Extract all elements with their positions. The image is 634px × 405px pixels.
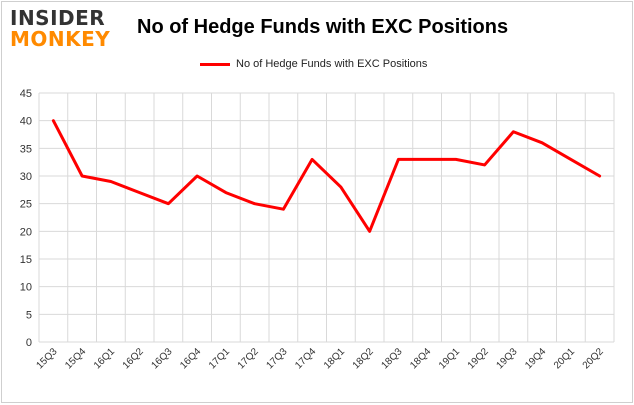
x-tick-label: 18Q3 [379, 346, 404, 371]
x-tick-label: 17Q3 [264, 346, 289, 371]
y-tick-label: 40 [20, 116, 32, 128]
y-tick-label: 20 [20, 226, 32, 238]
x-tick-label: 19Q2 [466, 346, 491, 371]
y-tick-label: 25 [20, 199, 32, 211]
x-tick-label: 17Q1 [207, 346, 232, 371]
x-tick-label: 20Q2 [581, 346, 606, 371]
x-tick-label: 17Q4 [293, 346, 318, 371]
y-tick-label: 15 [20, 254, 32, 266]
x-tick-label: 16Q3 [149, 346, 174, 371]
x-tick-label: 16Q2 [121, 346, 146, 371]
x-tick-label: 18Q4 [408, 346, 433, 371]
x-tick-label: 19Q3 [494, 346, 519, 371]
x-tick-label: 15Q4 [63, 346, 88, 371]
y-tick-label: 10 [20, 282, 32, 294]
y-tick-label: 45 [20, 88, 32, 100]
x-tick-label: 19Q4 [523, 346, 548, 371]
x-tick-label: 18Q1 [322, 346, 347, 371]
y-tick-label: 0 [26, 337, 32, 349]
x-tick-label: 15Q3 [34, 346, 59, 371]
y-tick-label: 5 [26, 309, 32, 321]
x-tick-label: 20Q1 [552, 346, 577, 371]
x-tick-label: 17Q2 [236, 346, 261, 371]
x-tick-label: 19Q1 [437, 346, 462, 371]
x-tick-label: 16Q4 [178, 346, 203, 371]
x-tick-label: 16Q1 [92, 346, 117, 371]
y-tick-label: 30 [20, 171, 32, 183]
y-tick-label: 35 [20, 143, 32, 155]
x-tick-label: 18Q2 [351, 346, 376, 371]
